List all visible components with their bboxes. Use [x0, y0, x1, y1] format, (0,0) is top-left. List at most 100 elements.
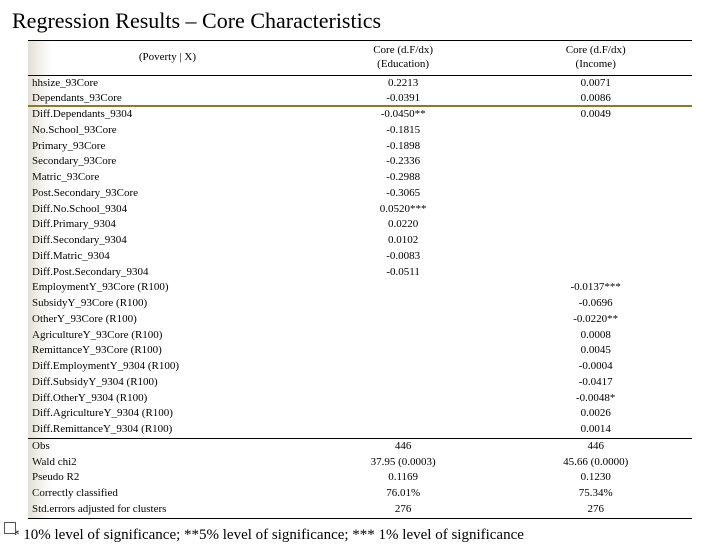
table-row: Diff.SubsidyY_9304 (R100) -0.0417 [28, 375, 692, 391]
var-cell: Primary_93Core [28, 139, 307, 155]
value-cell-education [307, 280, 500, 296]
value-cell-education: 0.0102 [307, 233, 500, 249]
corner-square-icon [4, 522, 16, 534]
var-cell: Pseudo R2 [28, 470, 307, 486]
value-cell-income: 0.0008 [499, 328, 692, 344]
table-row: Diff.Primary_93040.0220 [28, 217, 692, 233]
value-cell-income: -0.0220** [499, 312, 692, 328]
value-cell-education: 276 [307, 502, 500, 518]
value-cell-income [499, 202, 692, 218]
value-cell-income: 0.0045 [499, 343, 692, 359]
value-cell-education: 446 [307, 438, 500, 454]
table-row: RemittanceY_93Core (R100) 0.0045 [28, 343, 692, 359]
table-row: Diff.RemittanceY_9304 (R100) 0.0014 [28, 422, 692, 438]
var-cell: Matric_93Core [28, 170, 307, 186]
value-cell-education [307, 422, 500, 438]
value-cell-income: 0.0049 [499, 107, 692, 123]
table-row: SubsidyY_93Core (R100) -0.0696 [28, 296, 692, 312]
table-row: Correctly classified76.01%75.34% [28, 486, 692, 502]
value-cell-education: -0.3065 [307, 186, 500, 202]
var-cell: Diff.Dependants_9304 [28, 107, 307, 123]
value-cell-education: -0.1815 [307, 123, 500, 139]
table-row: Diff.Post.Secondary_9304-0.0511 [28, 265, 692, 281]
value-cell-education: -0.0511 [307, 265, 500, 281]
value-cell-education [307, 296, 500, 312]
value-cell-income: 45.66 (0.0000) [499, 455, 692, 471]
value-cell-income: -0.0048* [499, 391, 692, 407]
var-cell: Secondary_93Core [28, 154, 307, 170]
header-var: (Poverty | X) [28, 41, 307, 75]
value-cell-education: -0.0083 [307, 249, 500, 265]
value-cell-education: -0.2336 [307, 154, 500, 170]
table-header: (Poverty | X) Core (d.F/dx) (Education) … [28, 41, 692, 75]
var-cell: Diff.Matric_9304 [28, 249, 307, 265]
value-cell-income [499, 265, 692, 281]
var-cell: RemittanceY_93Core (R100) [28, 343, 307, 359]
value-cell-education: -0.0450** [307, 107, 500, 123]
value-cell-education [307, 391, 500, 407]
value-cell-income: -0.0417 [499, 375, 692, 391]
value-cell-income: 0.0014 [499, 422, 692, 438]
value-cell-education [307, 375, 500, 391]
value-cell-income: 0.1230 [499, 470, 692, 486]
value-cell-income [499, 154, 692, 170]
table-body-stats: Obs446446Wald chi237.95 (0.0003)45.66 (0… [28, 438, 692, 517]
value-cell-education: 0.0520*** [307, 202, 500, 218]
var-cell: Obs [28, 438, 307, 454]
value-cell-income: -0.0004 [499, 359, 692, 375]
value-cell-income: -0.0137*** [499, 280, 692, 296]
table-row: AgricultureY_93Core (R100)0.0008 [28, 328, 692, 344]
value-cell-education [307, 406, 500, 422]
value-cell-income: 276 [499, 502, 692, 518]
table-row: Diff.Dependants_9304-0.0450**0.0049 [28, 107, 692, 123]
table-row: hhsize_93Core0.22130.0071 [28, 75, 692, 91]
table-row: Secondary_93Core-0.2336 [28, 154, 692, 170]
value-cell-income [499, 249, 692, 265]
value-cell-education [307, 343, 500, 359]
var-cell: Diff.SubsidyY_9304 (R100) [28, 375, 307, 391]
table-row: Post.Secondary_93Core-0.3065 [28, 186, 692, 202]
value-cell-education: 0.2213 [307, 75, 500, 91]
table-row: Diff.OtherY_9304 (R100) -0.0048* [28, 391, 692, 407]
var-cell: Diff.Primary_9304 [28, 217, 307, 233]
table-body-rows: hhsize_93Core0.22130.0071Dependants_93Co… [28, 75, 692, 438]
value-cell-income: -0.0696 [499, 296, 692, 312]
value-cell-education: 0.1169 [307, 470, 500, 486]
value-cell-education: -0.2988 [307, 170, 500, 186]
var-cell: Wald chi2 [28, 455, 307, 471]
value-cell-income: 0.0071 [499, 75, 692, 91]
var-cell: Diff.RemittanceY_9304 (R100) [28, 422, 307, 438]
var-cell: Diff.Post.Secondary_9304 [28, 265, 307, 281]
footnote: * 10% level of significance; **5% level … [0, 519, 720, 552]
var-cell: Post.Secondary_93Core [28, 186, 307, 202]
value-cell-education: 37.95 (0.0003) [307, 455, 500, 471]
table-row: Matric_93Core-0.2988 [28, 170, 692, 186]
var-cell: Diff.OtherY_9304 (R100) [28, 391, 307, 407]
table-row: Diff.No.School_93040.0520*** [28, 202, 692, 218]
var-cell: Diff.Secondary_9304 [28, 233, 307, 249]
value-cell-education [307, 328, 500, 344]
page-title: Regression Results – Core Characteristic… [0, 0, 720, 40]
table-row: Diff.Secondary_93040.0102 [28, 233, 692, 249]
regression-table: (Poverty | X) Core (d.F/dx) (Education) … [28, 41, 692, 518]
value-cell-education [307, 359, 500, 375]
var-cell: hhsize_93Core [28, 75, 307, 91]
regression-table-container: (Poverty | X) Core (d.F/dx) (Education) … [28, 40, 692, 519]
value-cell-income: 75.34% [499, 486, 692, 502]
table-row: Obs446446 [28, 438, 692, 454]
table-row: Std.errors adjusted for clusters276276 [28, 502, 692, 518]
value-cell-income [499, 217, 692, 233]
var-cell: Diff.No.School_9304 [28, 202, 307, 218]
table-row: OtherY_93Core (R100)-0.0220** [28, 312, 692, 328]
var-cell: Correctly classified [28, 486, 307, 502]
value-cell-education: 0.0220 [307, 217, 500, 233]
header-col1: Core (d.F/dx) (Education) [307, 41, 500, 75]
header-col2: Core (d.F/dx) (Income) [499, 41, 692, 75]
table-row: Diff.Matric_9304-0.0083 [28, 249, 692, 265]
table-row: Diff.AgricultureY_9304 (R100)0.0026 [28, 406, 692, 422]
var-cell: EmploymentY_93Core (R100) [28, 280, 307, 296]
var-cell: SubsidyY_93Core (R100) [28, 296, 307, 312]
var-cell: No.School_93Core [28, 123, 307, 139]
value-cell-income: 446 [499, 438, 692, 454]
accent-line [28, 105, 692, 107]
